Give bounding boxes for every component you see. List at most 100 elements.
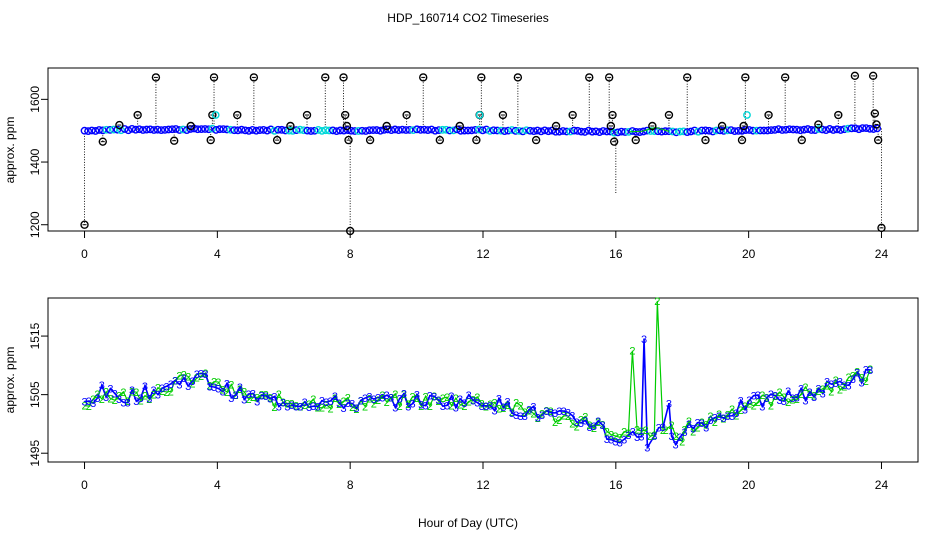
spike-point <box>872 120 881 129</box>
series-3-point: 3 <box>729 411 735 423</box>
baseline-point <box>716 126 724 135</box>
x-tick-label: 4 <box>214 247 221 261</box>
series-3-point: 3 <box>138 393 144 405</box>
series-3-point: 3 <box>677 432 683 444</box>
series-3-point: 3 <box>656 423 662 435</box>
spike-point <box>741 73 750 82</box>
series-2-point: 2 <box>703 419 709 431</box>
baseline-point <box>255 126 264 135</box>
series-3-point: 3 <box>699 418 705 430</box>
series-3-point: 3 <box>112 388 118 400</box>
spike-point <box>340 110 350 120</box>
series-2-point: 2 <box>854 366 860 378</box>
baseline-point <box>865 124 874 133</box>
series-3-point: 3 <box>707 415 713 427</box>
baseline-point <box>321 126 330 135</box>
series-3-point: 3 <box>833 378 839 390</box>
series-2-point: 2 <box>526 405 532 417</box>
series-3-point: 3 <box>461 398 467 410</box>
series-3-point: 3 <box>466 390 472 402</box>
series-2-point: 2 <box>654 296 660 308</box>
series-2-point: 2 <box>802 382 808 394</box>
baseline-point <box>131 125 140 134</box>
series-2-point: 2 <box>679 437 685 449</box>
series-2-point: 2 <box>388 392 394 404</box>
spike-point <box>814 120 823 129</box>
baseline-point <box>299 126 308 135</box>
series-2-point: 2 <box>746 399 752 411</box>
spike-point <box>151 73 161 82</box>
baseline-point <box>851 124 860 133</box>
series-3-point: 3 <box>198 368 204 380</box>
baseline-point <box>686 127 695 136</box>
panel-top: approx. ppm 0 4 8 12 16 20 24 1200 1400 1600 <box>3 67 919 261</box>
baseline-point <box>350 127 359 135</box>
series-2-point: 2 <box>470 395 476 407</box>
spike-point <box>272 135 282 145</box>
series-3-point: 3 <box>492 406 498 418</box>
baseline-point <box>778 126 787 134</box>
panel-bottom: approx. ppm 0 4 8 12 16 20 2414951505151522222… <box>3 296 919 492</box>
baseline-point <box>296 125 304 134</box>
series-3-point: 3 <box>414 390 420 402</box>
baseline-point <box>197 125 206 134</box>
series-3-point: 3 <box>751 391 757 403</box>
baseline-point <box>862 124 871 133</box>
baseline-point <box>420 125 429 134</box>
baseline-point <box>332 127 341 136</box>
spike-point <box>345 226 355 236</box>
baseline-point <box>266 125 275 134</box>
baseline-point <box>314 126 323 134</box>
baseline-point <box>117 126 125 135</box>
series-3-point: 3 <box>548 408 554 420</box>
series-2-point: 2 <box>858 373 864 385</box>
series-2-point: 2 <box>163 387 169 399</box>
series-3-point: 3 <box>641 334 647 346</box>
series-2-point: 2 <box>340 396 346 408</box>
baseline-point <box>230 126 239 135</box>
series-3-point: 3 <box>280 397 286 409</box>
baseline-point <box>770 125 779 134</box>
baseline-point <box>95 126 104 134</box>
baseline-point <box>226 125 235 134</box>
spike-point <box>382 121 391 131</box>
series-3-point: 3 <box>388 393 394 405</box>
series-2-point: 2 <box>185 371 191 383</box>
series-3-point: 3 <box>759 401 765 413</box>
baseline-point <box>760 126 768 135</box>
series-3-point: 3 <box>681 427 687 439</box>
series-3-point: 3 <box>746 395 752 407</box>
series-3-point: 3 <box>591 421 597 433</box>
series-2-point: 2 <box>293 400 299 412</box>
series-2-point: 2 <box>224 387 230 399</box>
baseline-point <box>361 127 370 135</box>
baseline-point <box>91 127 100 135</box>
series-2-point: 2 <box>850 371 856 383</box>
series-2-point: 2 <box>738 405 744 417</box>
panel-bottom-ylabel: approx. ppm <box>3 347 17 414</box>
series-3-point: 3 <box>496 393 502 405</box>
series-2-point: 2 <box>837 385 843 397</box>
series-2-point: 2 <box>384 397 390 409</box>
series-3-point: 3 <box>86 396 92 408</box>
series-3-point: 3 <box>336 398 342 410</box>
baseline-point <box>529 127 538 136</box>
series-3-point: 3 <box>254 396 260 408</box>
baseline-point <box>84 127 93 136</box>
series-3-point: 3 <box>172 375 178 387</box>
series-3-point: 3 <box>263 391 269 403</box>
x-tick-label: 12 <box>476 478 490 492</box>
series-2-point: 2 <box>591 423 597 435</box>
series-3-point: 3 <box>392 402 398 414</box>
y-tick-label: 1495 <box>28 440 42 467</box>
series-3-point: 3 <box>340 403 346 415</box>
series-3-point: 3 <box>644 442 650 454</box>
series-2-point: 2 <box>764 392 770 404</box>
baseline-point <box>533 126 542 135</box>
series-3-point: 3 <box>418 400 424 412</box>
x-tick-label: 0 <box>81 478 88 492</box>
series-2-point: 2 <box>768 401 774 413</box>
series-3-point: 3 <box>807 387 813 399</box>
baseline-point <box>566 127 575 136</box>
series-2-point: 2 <box>841 382 847 394</box>
